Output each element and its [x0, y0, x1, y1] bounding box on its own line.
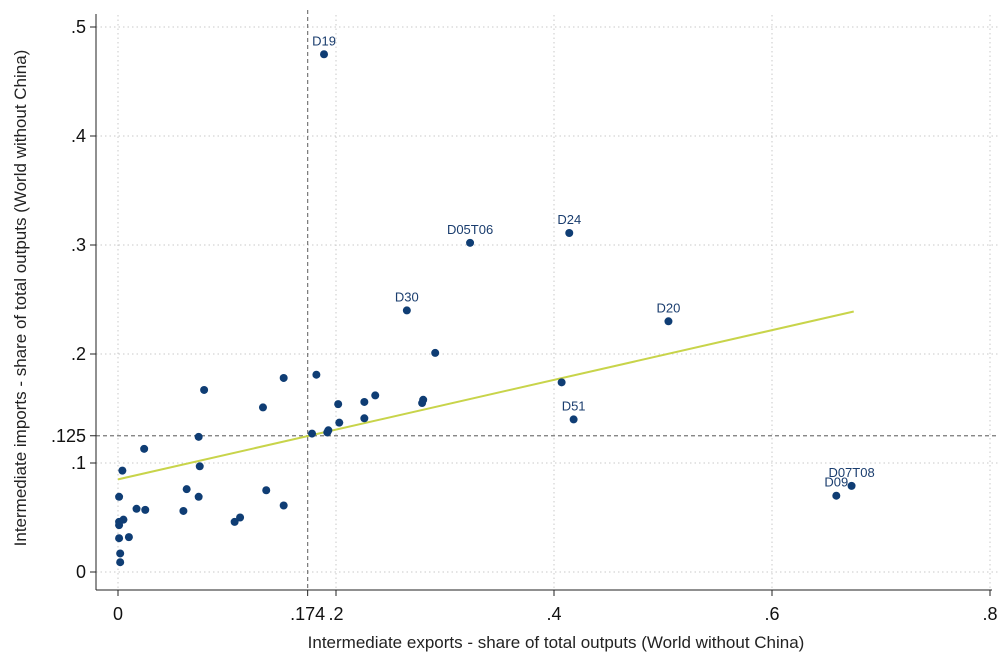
- y-tick-label: .2: [71, 344, 86, 364]
- data-point: [194, 432, 203, 441]
- x-tick-label: 0: [113, 604, 123, 624]
- point-label: D24: [557, 212, 581, 227]
- data-point: [664, 317, 673, 326]
- x-tick-label: .4: [546, 604, 561, 624]
- data-point: [262, 486, 271, 495]
- data-point: [335, 418, 344, 427]
- data-point: [418, 399, 427, 408]
- data-point: [334, 400, 343, 409]
- y-axis-title: Intermediate imports - share of total ou…: [11, 50, 30, 547]
- x-tick-label: .2: [328, 604, 343, 624]
- data-point: [557, 378, 566, 387]
- point-label: D51: [562, 398, 586, 413]
- data-point: [230, 517, 239, 526]
- data-point: [312, 370, 321, 379]
- data-point: [194, 492, 203, 501]
- y-tick-label: .1: [71, 453, 86, 473]
- data-point: [466, 238, 475, 247]
- y-tick-label: .3: [71, 235, 86, 255]
- data-point: [847, 481, 856, 490]
- data-point: [402, 306, 411, 315]
- x-axis-title: Intermediate exports - share of total ou…: [308, 633, 805, 652]
- data-point: [116, 558, 125, 567]
- data-point: [116, 549, 125, 558]
- point-label: D20: [657, 300, 681, 315]
- fit-line-layer: [117, 310, 854, 481]
- x-tick-label: .174: [290, 604, 325, 624]
- data-point: [258, 403, 267, 412]
- data-point: [115, 521, 124, 530]
- y-tick-label: .125: [51, 426, 86, 446]
- x-tick-label: .8: [982, 604, 997, 624]
- reference-lines: [96, 10, 998, 590]
- data-point: [320, 50, 329, 59]
- data-point: [360, 397, 369, 406]
- data-point: [195, 462, 204, 471]
- data-point: [565, 229, 574, 238]
- y-tick-label: .4: [71, 126, 86, 146]
- point-label: D19: [312, 33, 336, 48]
- data-point: [832, 491, 841, 500]
- data-point: [236, 513, 245, 522]
- point-label: D30: [395, 289, 419, 304]
- y-ticks: 0 .1 .125 .2 .3 .4 .5: [51, 17, 96, 582]
- data-point: [360, 414, 369, 423]
- point-label: D05T06: [447, 222, 493, 237]
- y-tick-label: 0: [76, 562, 86, 582]
- data-point: [200, 385, 209, 394]
- axes: [95, 14, 992, 591]
- grid-layer: [96, 15, 998, 590]
- data-point: [431, 348, 440, 357]
- data-point: [141, 505, 150, 514]
- data-point: [279, 501, 288, 510]
- data-point: [132, 504, 141, 513]
- data-point: [115, 534, 124, 543]
- data-point: [279, 373, 288, 382]
- data-point: [308, 429, 317, 438]
- data-point: [569, 415, 578, 424]
- x-ticks: 0 .174.2 .4 .6 .8: [113, 590, 998, 624]
- point-label: D07T08: [828, 465, 874, 480]
- data-point: [124, 533, 133, 542]
- data-points: [115, 50, 856, 567]
- data-point: [179, 506, 188, 515]
- x-tick-label: .6: [764, 604, 779, 624]
- point-label: D09: [824, 475, 848, 490]
- data-point: [323, 428, 332, 437]
- y-tick-label: .5: [71, 17, 86, 37]
- fit-line: [117, 310, 854, 481]
- data-point: [371, 391, 380, 400]
- data-point: [115, 492, 124, 501]
- data-point: [118, 466, 127, 475]
- data-point: [182, 485, 191, 494]
- data-point: [140, 444, 149, 453]
